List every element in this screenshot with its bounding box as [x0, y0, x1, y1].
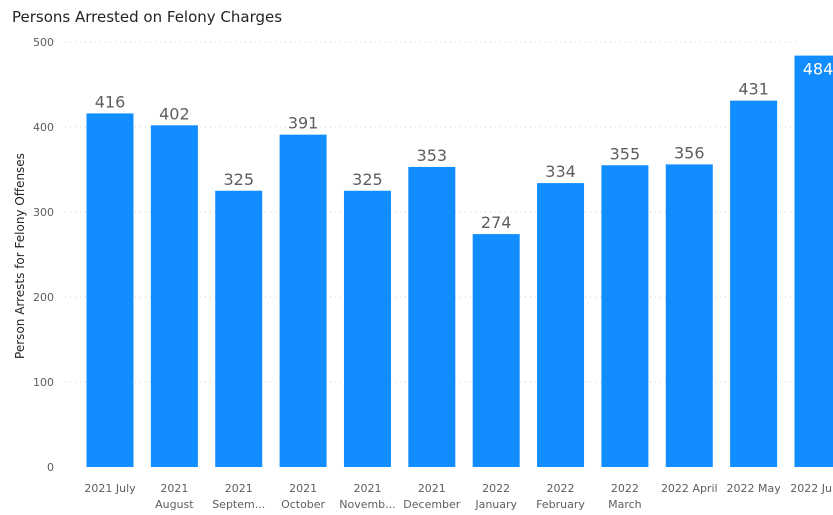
bar[interactable]: [730, 100, 778, 468]
x-category-label: 2021: [225, 482, 253, 495]
bar[interactable]: [343, 190, 391, 467]
x-category-label: 2021 July: [84, 482, 136, 495]
bar[interactable]: [408, 166, 456, 467]
bar[interactable]: [86, 113, 134, 468]
data-label: 402: [159, 104, 190, 123]
x-category-label: 2022: [611, 482, 639, 495]
x-category-label: 2021: [353, 482, 381, 495]
x-category-label: December: [403, 498, 461, 511]
x-category-label: 2021: [418, 482, 446, 495]
y-tick-label: 0: [47, 461, 54, 474]
x-category-label: 2022 June: [790, 482, 833, 495]
data-label: 355: [610, 144, 641, 163]
x-category-label: January: [474, 498, 517, 511]
x-category-label: 2022 May: [727, 482, 782, 495]
x-category-label: 2021: [160, 482, 188, 495]
data-label: 431: [738, 80, 769, 99]
x-category-label: Novemb...: [339, 498, 395, 511]
data-label: 274: [481, 213, 512, 232]
x-category-label: 2022 April: [661, 482, 718, 495]
data-label: 484: [803, 60, 833, 79]
data-label: 325: [223, 170, 254, 189]
data-label: 353: [417, 146, 448, 165]
bar[interactable]: [472, 234, 520, 467]
data-label: 391: [288, 114, 319, 133]
data-label: 416: [95, 92, 126, 111]
x-category-label: August: [155, 498, 194, 511]
x-axis-categories: 2021 July 2021 August 2021 Septem... 2021 Octo…: [84, 482, 833, 511]
bar[interactable]: [537, 183, 585, 467]
y-axis-label: Person Arrests for Felony Offenses: [13, 153, 27, 359]
y-tick-label: 500: [33, 36, 54, 49]
x-category-label: February: [536, 498, 585, 511]
x-category-label: 2022: [547, 482, 575, 495]
bar[interactable]: [601, 165, 649, 467]
y-tick-label: 100: [33, 376, 54, 389]
chart-title: Persons Arrested on Felony Charges: [12, 8, 283, 26]
bar[interactable]: [215, 190, 263, 467]
y-tick-label: 400: [33, 121, 54, 134]
y-tick-label: 300: [33, 206, 54, 219]
x-category-label: March: [608, 498, 642, 511]
data-label: 356: [674, 143, 705, 162]
data-label: 325: [352, 170, 383, 189]
bar[interactable]: [794, 55, 833, 467]
bar[interactable]: [279, 134, 327, 467]
y-axis-ticks: 0 100 200 300 400 500: [33, 36, 54, 474]
bars: 416 402 325 391 325 353 274 334 355 356 431 484: [86, 55, 833, 468]
x-category-label: Septem...: [212, 498, 265, 511]
x-category-label: 2022: [482, 482, 510, 495]
bar[interactable]: [150, 125, 198, 468]
data-label: 334: [545, 162, 576, 181]
bar[interactable]: [665, 164, 713, 467]
x-category-label: 2021: [289, 482, 317, 495]
x-category-label: October: [281, 498, 325, 511]
y-tick-label: 200: [33, 291, 54, 304]
